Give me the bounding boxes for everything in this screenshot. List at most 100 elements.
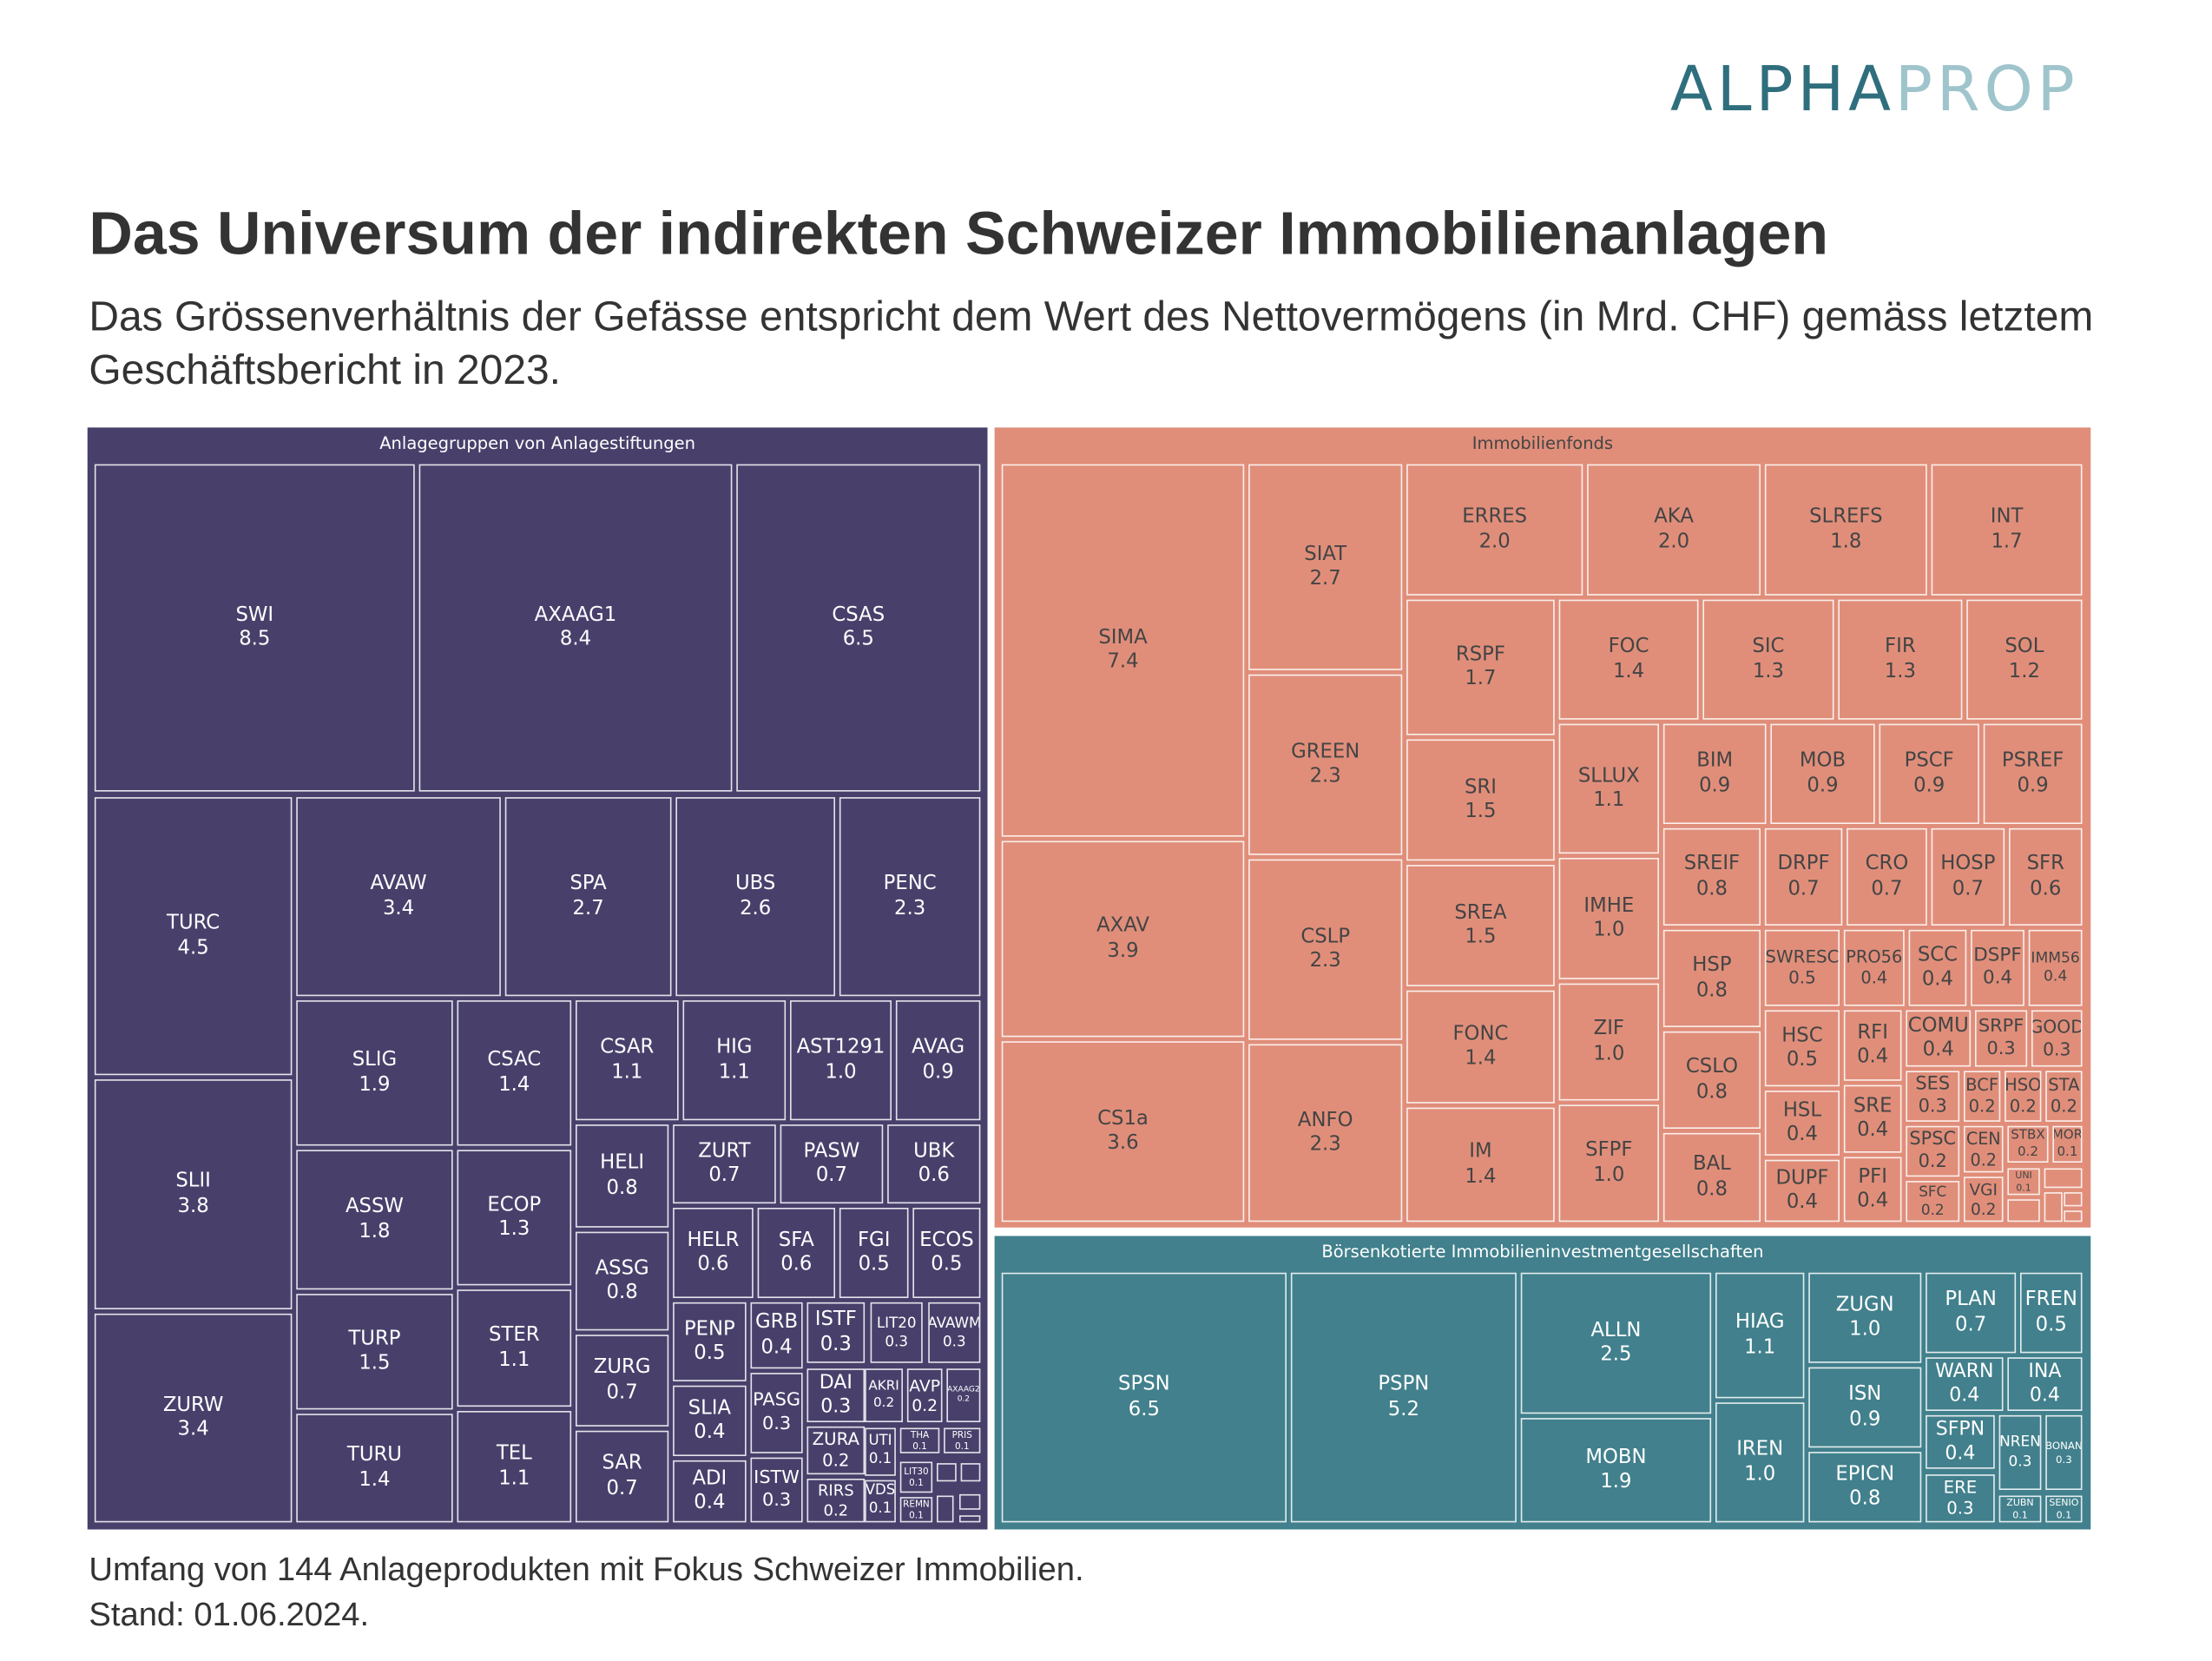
treemap-cell-label: VGI [1969,1179,1998,1199]
treemap-cell: GRB 0.4 [750,1302,803,1369]
treemap-cell-value: 3.4 [382,896,415,919]
treemap-cell-value: 7.4 [1107,650,1139,674]
treemap-cell: SCC 0.4 [1908,929,1967,1006]
treemap-cell-value: 0.9 [1849,1407,1881,1430]
treemap-cell-label: PLAN [1945,1288,1997,1311]
treemap-cell-value: 0.1 [2012,1508,2028,1520]
treemap-cell-label: ECOS [919,1228,974,1251]
treemap-cell [959,1515,981,1523]
treemap-cell-label: MOB [1799,748,1847,772]
treemap-cell: LIT20 0.3 [870,1302,923,1363]
treemap-cell-label: SPA [569,872,607,895]
treemap-cell-label: INA [2028,1360,2062,1383]
treemap-cell-label: DUPF [1775,1166,1829,1190]
treemap-cell-label: ZURT [698,1139,751,1163]
treemap-cell-label: SFPN [1935,1418,1985,1441]
treemap-cell: THA 0.1 [899,1427,940,1453]
treemap-cell: TURP 1.5 [296,1294,453,1410]
treemap-cell-value: 0.2 [1918,1151,1947,1173]
treemap-cell-value: 0.8 [1695,876,1728,900]
treemap-cell-value: 0.7 [708,1163,741,1187]
treemap-cell: CEN 0.2 [1964,1125,2004,1173]
treemap-cell: HIG 1.1 [682,1000,787,1121]
treemap-cell-label: SREA [1454,900,1507,924]
treemap-cell: SFPF 1.0 [1558,1104,1659,1223]
treemap-cell-label: BCF [1965,1075,1999,1095]
logo-part-prop: PROP [1894,53,2079,126]
treemap-cell: AVP 0.2 [906,1368,943,1422]
treemap-cell-value: 1.4 [498,1072,530,1096]
treemap-cell-label: HELI [600,1151,645,1174]
treemap-cell-label: SOL [2005,635,2044,658]
treemap-cell-label: SPSC [1909,1128,1957,1150]
treemap-cell: BONAN 0.3 [2045,1414,2083,1490]
treemap-cell-value: 0.4 [1786,1123,1819,1146]
treemap-group: Immobilienfonds SIMA 7.4 AXAV 3.9 CS1a 3.6 SIAT… [994,427,2091,1228]
treemap-cell: PSPN 5.2 [1290,1272,1517,1523]
treemap-cell-label: ISN [1848,1382,1882,1406]
treemap-cell-label: INT [1990,504,2024,528]
treemap-cell-label: ISTW [754,1467,800,1489]
treemap-cell: AXAAG1 8.4 [418,464,733,792]
treemap-cell-label: ERE [1943,1477,1978,1497]
alphaprop-logo: ALPHAPROP [1670,54,2079,126]
treemap-cell [2064,1210,2083,1223]
treemap-cell: IM 1.4 [1406,1107,1555,1223]
treemap-cell-label: LIT30 [904,1466,929,1478]
treemap-cell: TURC 4.5 [94,797,293,1076]
treemap-cell: GOOD 0.3 [2031,1010,2083,1067]
treemap-cell-label: SLII [175,1170,211,1193]
treemap-cell-label: PFI [1858,1164,1887,1188]
treemap-cell: VDS 0.1 [865,1480,896,1523]
treemap-cell-label: CSAC [487,1048,542,1071]
treemap-cell-value: 1.7 [1991,530,2023,553]
treemap-cell-label: ASSG [595,1256,649,1280]
treemap-cell-value: 0.5 [1786,1048,1819,1071]
treemap-cell-value: 0.1 [868,1501,892,1517]
treemap-cell-value: 0.4 [1922,1038,1954,1061]
treemap-cell-value: 0.2 [823,1500,849,1519]
treemap-group: Anlagegruppen von Anlagestiftungen SWI 8.5… [87,427,988,1530]
treemap-cell-value: 0.7 [1952,876,1984,900]
treemap-cell: SIMA 7.4 [1001,464,1245,837]
treemap-cell-value: 2.6 [740,896,772,919]
treemap-cell-value: 0.9 [1913,774,1945,797]
treemap-cell-label: CS1a [1097,1106,1149,1130]
treemap-cell: REMN 0.1 [899,1497,933,1523]
treemap-cell: MOR 0.1 [2052,1125,2083,1163]
treemap-cell: ZUBN 0.1 [1998,1495,2042,1523]
treemap-cell-label: UBS [735,872,776,895]
treemap-cell: ANFO 2.3 [1248,1044,1403,1223]
treemap-cell: SOL 1.2 [1966,599,2083,720]
treemap-cell-label: SLIA [688,1395,732,1419]
treemap-cell: CS1a 3.6 [1001,1041,1245,1223]
treemap-cell-label: AXAAG1 [534,603,617,626]
treemap-cell-value: 0.5 [1788,967,1816,988]
treemap-cell-value: 1.5 [1465,800,1497,823]
treemap-cell-label: SRPF [1978,1015,2024,1038]
treemap-cell-label: ASSW [345,1195,404,1218]
treemap-cell-label: AST1291 [796,1035,885,1058]
treemap-cell: UBK 0.6 [887,1124,981,1204]
treemap-cell-label: BAL [1693,1152,1731,1176]
treemap-cell-value: 0.4 [694,1491,726,1514]
treemap-cell-value: 3.6 [1107,1131,1139,1155]
treemap-cell: SPSN 6.5 [1001,1272,1287,1523]
treemap-cell: ASSW 1.8 [296,1150,453,1290]
treemap-cell-label: PSCF [1904,748,1954,772]
treemap-cell-label: TURC [167,911,221,934]
treemap-cell-value: 0.8 [606,1281,638,1304]
treemap-cell: IMHE 1.0 [1558,858,1659,979]
treemap-cell-value: 6.5 [1128,1397,1160,1420]
treemap-cell: FIR 1.3 [1838,599,1963,720]
treemap-cell: HELR 0.6 [673,1208,754,1298]
treemap-cell: ERRES 2.0 [1406,464,1583,596]
treemap-cell-label: CSLP [1300,925,1351,948]
treemap-cell-value: 1.9 [1600,1470,1632,1493]
treemap-cell-label: SLLUX [1577,763,1640,787]
treemap-cell-value: 1.0 [1593,1163,1625,1186]
treemap-cell-value: 0.3 [820,1395,852,1419]
treemap-cell-label: SES [1915,1073,1951,1095]
treemap-cell-label: SWI [235,603,274,626]
treemap-cell: INA 0.4 [2007,1357,2083,1411]
